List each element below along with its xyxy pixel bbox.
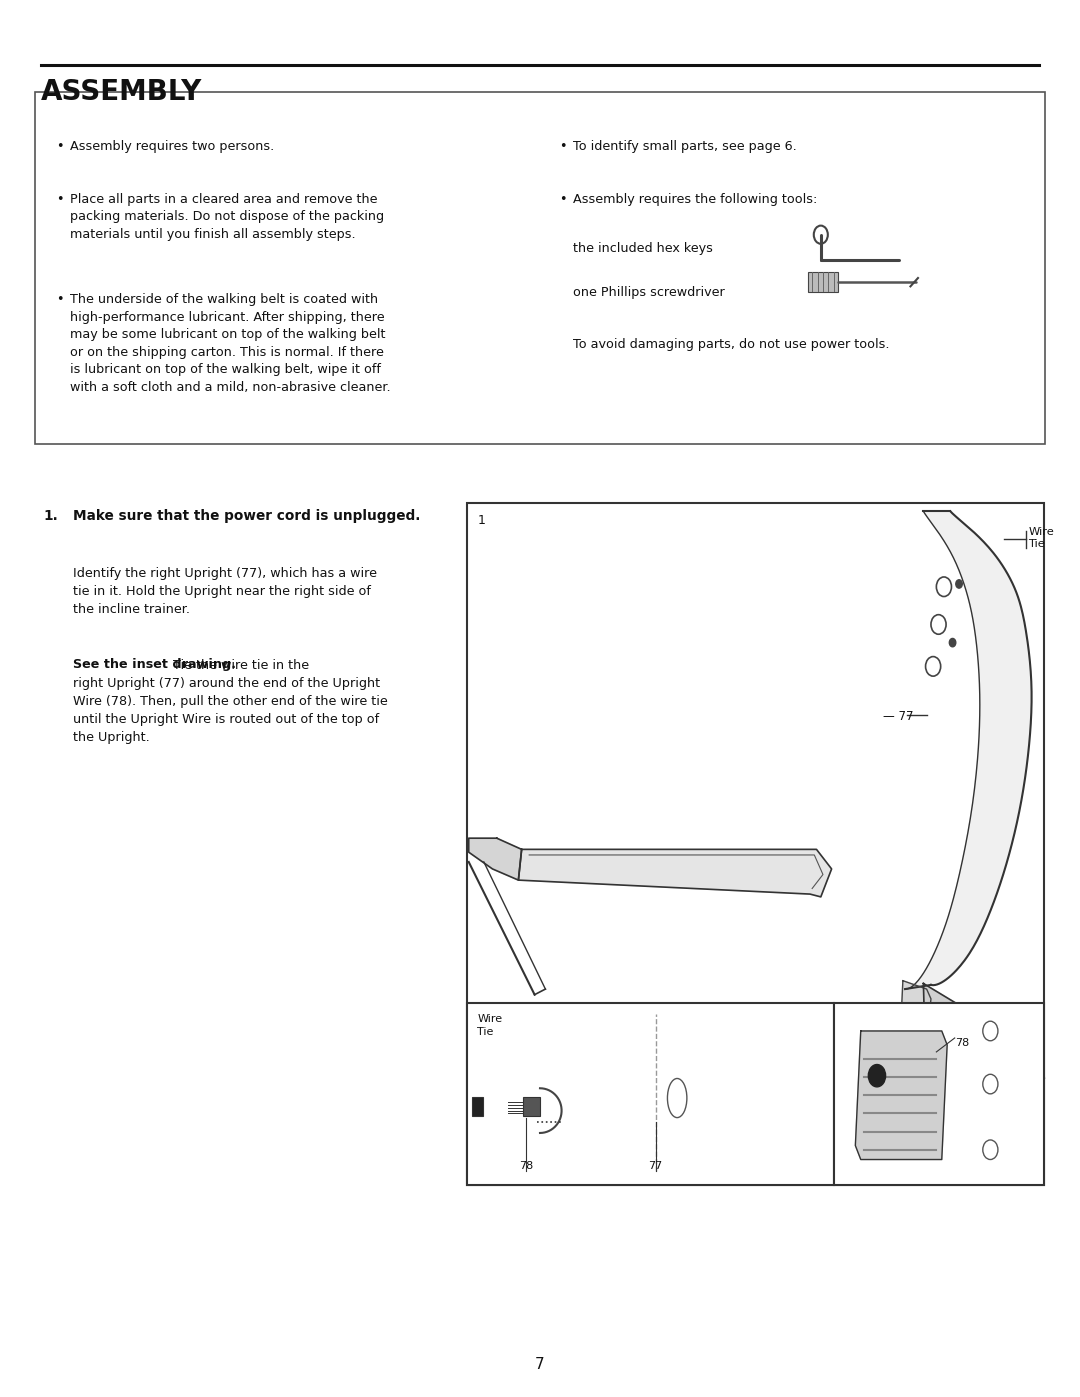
Polygon shape bbox=[923, 983, 1044, 1087]
Text: •: • bbox=[56, 293, 64, 306]
Text: 1: 1 bbox=[477, 514, 485, 527]
Text: Place all parts in a cleared area and remove the
packing materials. Do not dispo: Place all parts in a cleared area and re… bbox=[70, 193, 384, 240]
Text: •: • bbox=[56, 193, 64, 205]
Text: Tie the wire tie in the
right Upright (77) around the end of the Upright
Wire (7: Tie the wire tie in the right Upright (7… bbox=[73, 659, 388, 745]
Text: See the inset drawing.: See the inset drawing. bbox=[73, 658, 237, 671]
Text: The underside of the walking belt is coated with
high-performance lubricant. Aft: The underside of the walking belt is coa… bbox=[70, 293, 391, 394]
Text: — 77: — 77 bbox=[883, 710, 914, 724]
Text: Assembly requires the following tools:: Assembly requires the following tools: bbox=[573, 193, 818, 205]
Text: ASSEMBLY: ASSEMBLY bbox=[41, 78, 202, 106]
Text: 7: 7 bbox=[536, 1356, 544, 1372]
Text: To identify small parts, see page 6.: To identify small parts, see page 6. bbox=[573, 140, 797, 152]
Polygon shape bbox=[855, 1031, 947, 1160]
Bar bbox=[467, 1003, 834, 1185]
Bar bbox=[808, 272, 838, 292]
Text: the included hex keys: the included hex keys bbox=[573, 242, 714, 254]
Text: Identify the right Upright (77), which has a wire
tie in it. Hold the Upright ne: Identify the right Upright (77), which h… bbox=[73, 567, 377, 616]
Polygon shape bbox=[905, 511, 1031, 989]
Text: •: • bbox=[559, 193, 567, 205]
Polygon shape bbox=[469, 838, 522, 880]
Text: 77: 77 bbox=[648, 1161, 663, 1171]
Circle shape bbox=[956, 580, 962, 588]
Text: 78: 78 bbox=[518, 1161, 534, 1171]
Text: To avoid damaging parts, do not use power tools.: To avoid damaging parts, do not use powe… bbox=[573, 338, 890, 351]
Circle shape bbox=[949, 638, 956, 647]
Text: one Phillips screwdriver: one Phillips screwdriver bbox=[573, 286, 726, 299]
Text: Wire
Tie: Wire Tie bbox=[477, 1014, 502, 1037]
Text: 1.: 1. bbox=[43, 509, 58, 522]
Text: •: • bbox=[559, 140, 567, 152]
Text: Assembly requires two persons.: Assembly requires two persons. bbox=[70, 140, 274, 152]
Text: •: • bbox=[56, 140, 64, 152]
Polygon shape bbox=[518, 849, 832, 897]
Text: Make sure that the power cord is unplugged.: Make sure that the power cord is unplugg… bbox=[73, 509, 421, 522]
Bar bbox=[523, 1097, 540, 1116]
Circle shape bbox=[868, 1065, 886, 1087]
Bar bbox=[467, 503, 1044, 1185]
Polygon shape bbox=[901, 981, 931, 1034]
Text: 78: 78 bbox=[955, 1038, 969, 1048]
Bar bbox=[472, 1097, 483, 1116]
Text: Wire
Tie: Wire Tie bbox=[1028, 527, 1054, 549]
Bar bbox=[35, 92, 1045, 444]
Bar bbox=[834, 1003, 1044, 1185]
